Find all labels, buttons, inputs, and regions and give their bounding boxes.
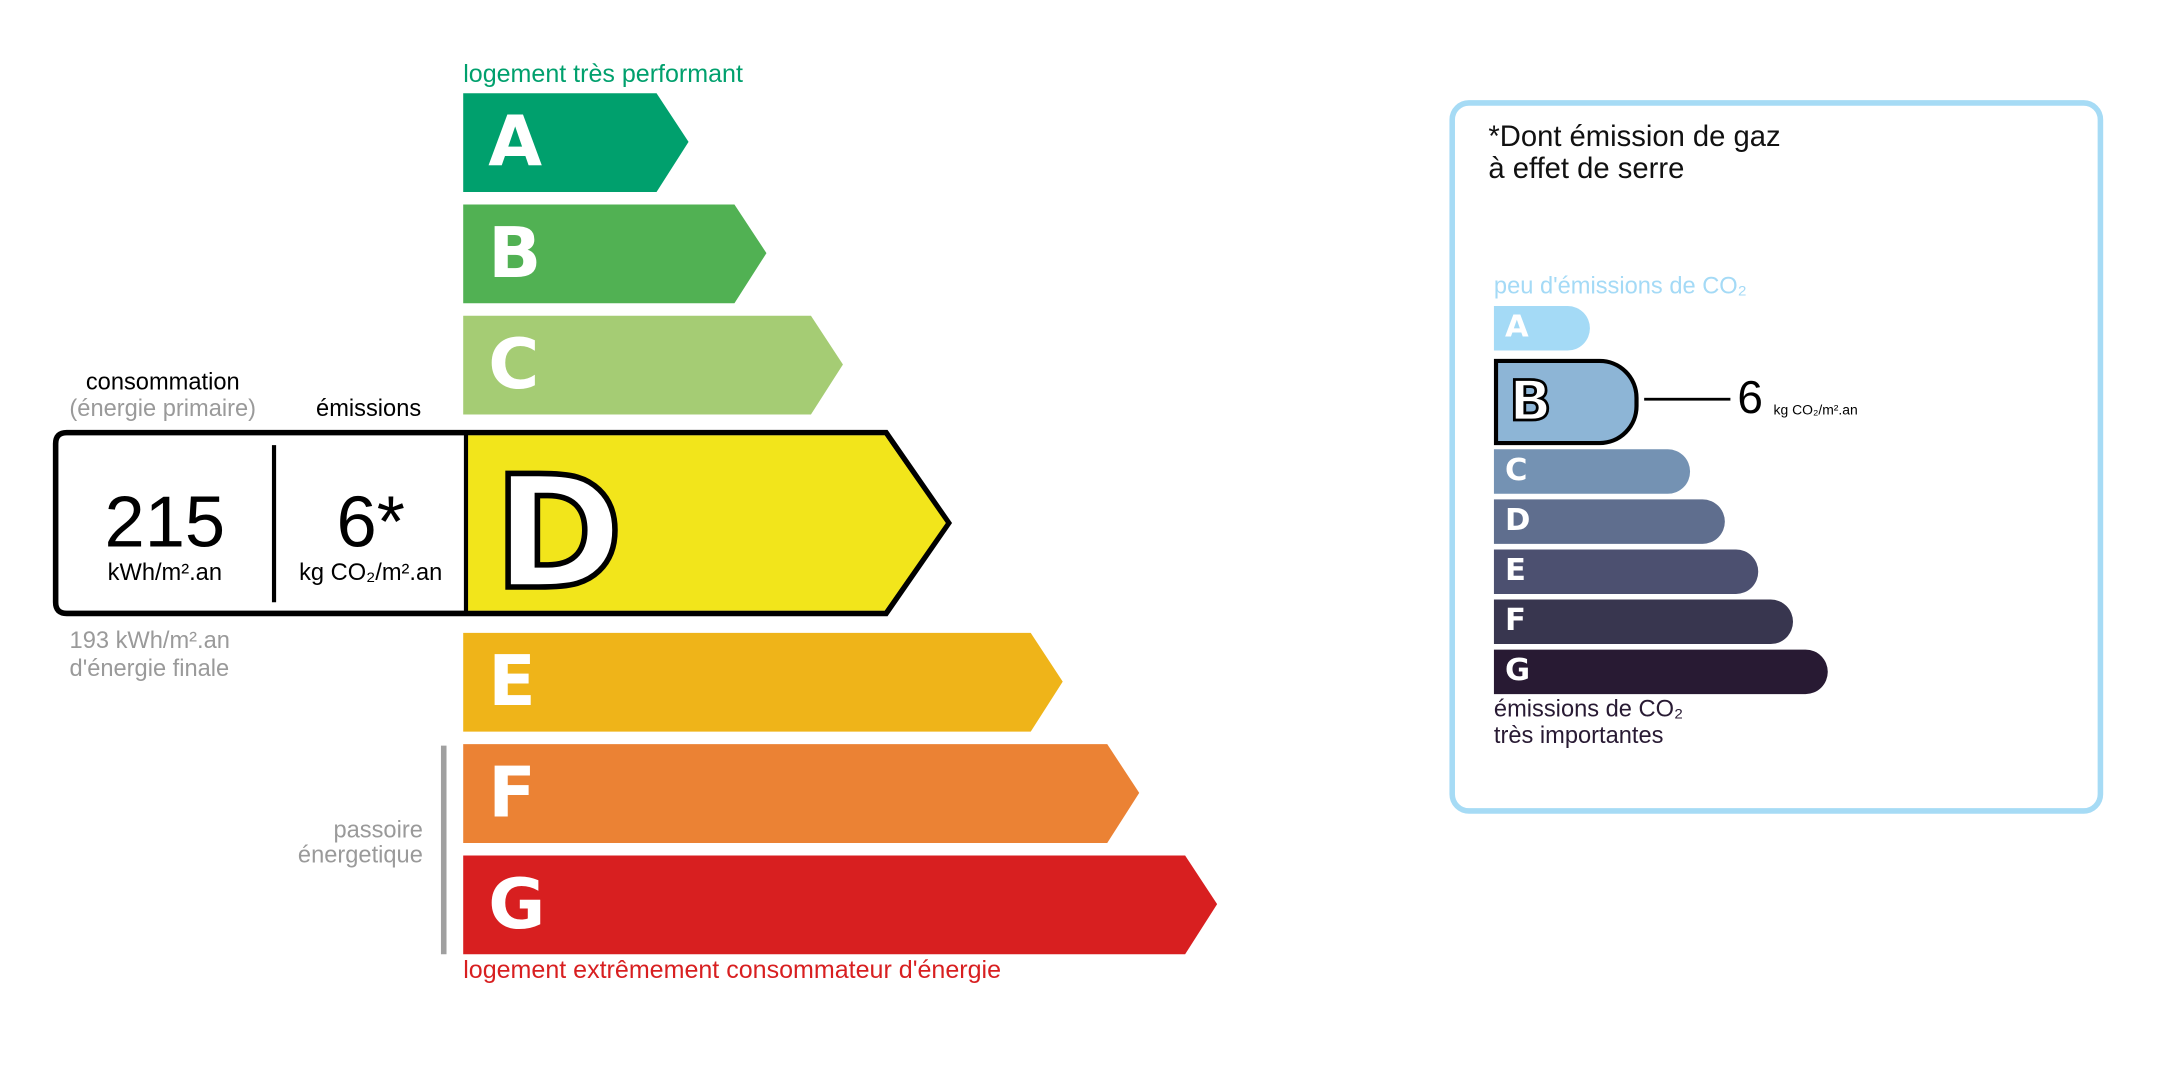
letter: A [488, 101, 543, 183]
ges-bar-b-current: B [1493, 358, 1639, 446]
letter: G [1505, 653, 1531, 689]
ges-unit: kg CO₂/m².an [1773, 403, 1858, 419]
passoire-label-2: énergetique [297, 841, 423, 868]
letter: D [1505, 503, 1531, 539]
letter: B [1508, 369, 1553, 436]
energy-scale: D [52, 93, 1218, 955]
energy-bottom-label: logement extrêmement consommateur d'éner… [463, 955, 1002, 984]
final-energy-label: d'énergie finale [69, 655, 230, 682]
ges-pointer-line [1644, 397, 1731, 401]
letter: G [488, 863, 546, 945]
energy-current-letter: D [494, 442, 623, 624]
ges-bar-e: E [1493, 549, 1759, 594]
final-energy-value: 193 kWh/m².an [69, 627, 230, 654]
letter: E [488, 641, 536, 722]
ges-top-label: peu d'émissions de CO₂ [1493, 272, 1747, 300]
ges-bar-d: D [1493, 499, 1725, 544]
letter: C [488, 324, 540, 405]
energy-bar-d [465, 435, 946, 611]
letter: F [488, 752, 536, 834]
ges-bar-c: C [1493, 449, 1691, 494]
energy-bar-g [463, 855, 1218, 955]
energy-bar-b [463, 204, 767, 304]
emissions-value: 6* [336, 482, 405, 564]
ges-bottom-label-1: émissions de CO₂ [1493, 695, 1684, 722]
letter: B [488, 212, 542, 294]
ges-panel [1449, 100, 2104, 814]
letter: F [1505, 603, 1526, 639]
ges-bar-g: G [1493, 649, 1828, 695]
letter: A [1505, 310, 1529, 345]
ges-title-1: *Dont émission de gaz [1488, 121, 1781, 154]
ges-bar-f: F [1493, 599, 1793, 645]
energy-top-label: logement très performant [463, 59, 743, 88]
ges-title-2: à effet de serre [1488, 153, 1685, 186]
letter: E [1505, 553, 1526, 589]
energy-bar-e [463, 632, 1063, 732]
energy-bar-f [463, 744, 1140, 843]
emissions-unit: kg CO₂/m².an [299, 559, 443, 586]
passoire-label-1: passoire [333, 816, 423, 843]
consumption-unit: kWh/m².an [107, 559, 222, 586]
ges-bottom-label-2: très importantes [1493, 721, 1664, 749]
ges-value: 6 [1737, 371, 1763, 423]
energy-bar-c [463, 315, 843, 415]
consumption-subtitle: (énergie primaire) [69, 395, 257, 422]
ges-bar-a: A [1493, 306, 1590, 351]
consumption-title: consommation [85, 368, 240, 396]
letter: C [1505, 453, 1528, 489]
consumption-value: 215 [104, 482, 226, 564]
emissions-title: émissions [316, 395, 422, 422]
energy-bar-a [463, 93, 689, 192]
